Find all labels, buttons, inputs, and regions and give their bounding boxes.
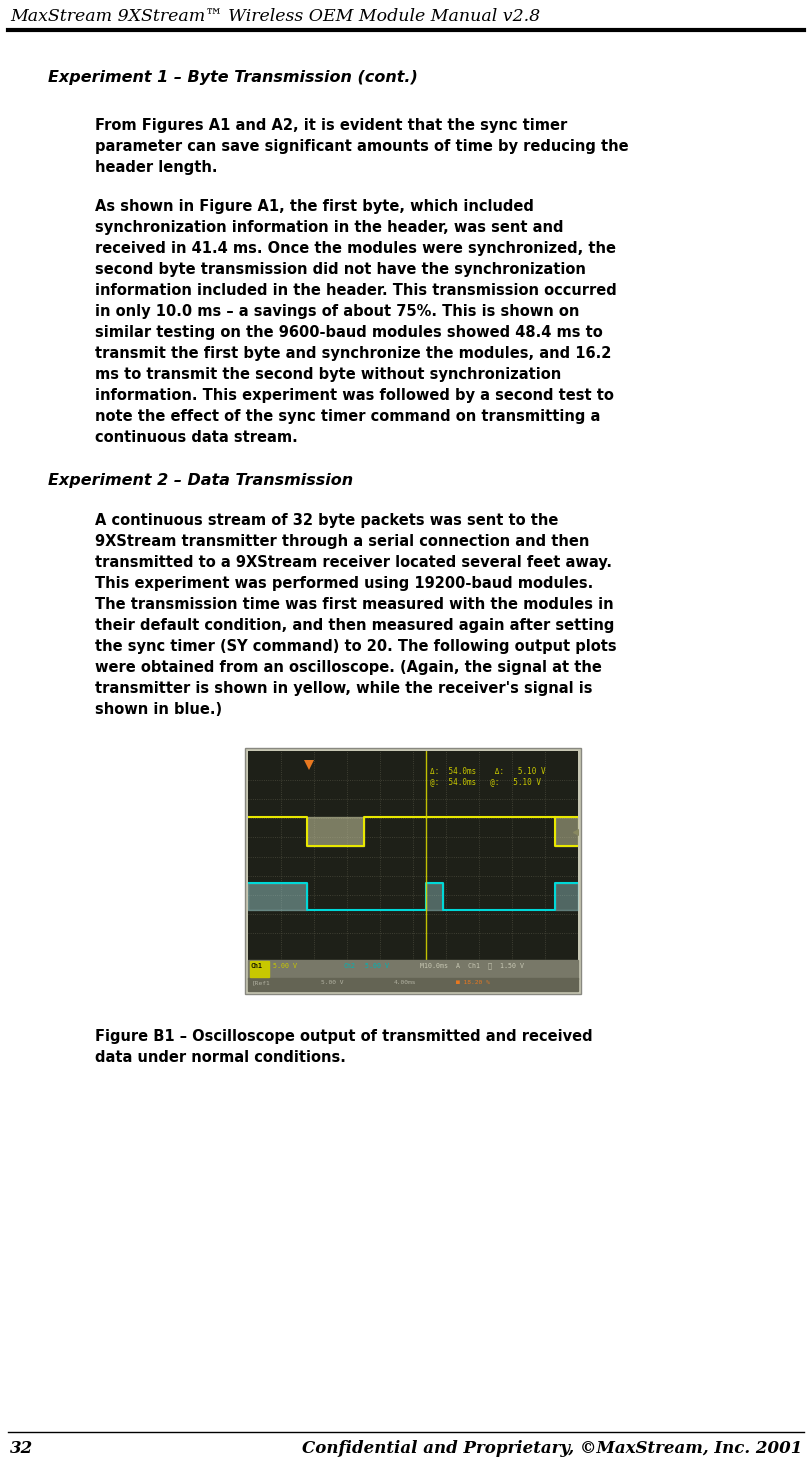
Text: synchronization information in the header, was sent and: synchronization information in the heade… [95,219,563,236]
Text: information. This experiment was followed by a second test to: information. This experiment was followe… [95,388,613,402]
Text: This experiment was performed using 19200-baud modules.: This experiment was performed using 1920… [95,576,593,591]
Text: transmitted to a 9XStream receiver located several feet away.: transmitted to a 9XStream receiver locat… [95,554,611,571]
Text: Confidential and Proprietary, ©MaxStream, Inc. 2001: Confidential and Proprietary, ©MaxStream… [301,1440,801,1457]
Bar [247,977,577,990]
Text: were obtained from an oscilloscope. (Again, the signal at the: were obtained from an oscilloscope. (Aga… [95,660,601,674]
Text: Figure B1 – Oscilloscope output of transmitted and received: Figure B1 – Oscilloscope output of trans… [95,1028,592,1045]
Text: 5.00 V: 5.00 V [320,980,343,985]
Text: ■ 18.20 %: ■ 18.20 % [455,980,489,985]
Text: their default condition, and then measured again after setting: their default condition, and then measur… [95,617,614,633]
Text: @:  54.0ms   @:   5.10 V: @: 54.0ms @: 5.10 V [429,777,540,786]
Text: note the effect of the sync timer command on transmitting a: note the effect of the sync timer comman… [95,410,599,424]
Text: M10.0ms  A  Ch1  ∯  1.50 V: M10.0ms A Ch1 ∯ 1.50 V [419,963,523,969]
Text: A continuous stream of 32 byte packets was sent to the: A continuous stream of 32 byte packets w… [95,514,558,528]
Text: [Ref1: [Ref1 [251,980,270,985]
Text: MaxStream 9XStream™ Wireless OEM Module Manual v2.8: MaxStream 9XStream™ Wireless OEM Module … [10,7,539,25]
Text: transmit the first byte and synchronize the modules, and 16.2: transmit the first byte and synchronize … [95,347,611,361]
Text: Δ:  54.0ms    Δ:   5.10 V: Δ: 54.0ms Δ: 5.10 V [429,767,544,777]
Text: shown in blue.): shown in blue.) [95,702,222,717]
Text: similar testing on the 9600-baud modules showed 48.4 ms to: similar testing on the 9600-baud modules… [95,325,602,339]
Text: 5.00 V: 5.00 V [365,963,388,969]
Text: received in 41.4 ms. Once the modules were synchronized, the: received in 41.4 ms. Once the modules we… [95,241,616,256]
Text: second byte transmission did not have the synchronization: second byte transmission did not have th… [95,262,586,277]
Text: continuous data stream.: continuous data stream. [95,430,298,445]
Bar [249,961,269,977]
Text: 4.00ms: 4.00ms [393,980,415,985]
Bar [245,748,581,993]
Text: the sync timer (SY command) to 20. The following output plots: the sync timer (SY command) to 20. The f… [95,639,616,654]
Text: From Figures A1 and A2, it is evident that the sync timer: From Figures A1 and A2, it is evident th… [95,119,567,133]
Text: Ch2: Ch2 [343,963,355,969]
Text: The transmission time was first measured with the modules in: The transmission time was first measured… [95,597,613,612]
Text: data under normal conditions.: data under normal conditions. [95,1050,345,1065]
Text: 5.00 V: 5.00 V [272,963,296,969]
Text: information included in the header. This transmission occurred: information included in the header. This… [95,282,616,298]
Text: header length.: header length. [95,159,217,176]
Text: ms to transmit the second byte without synchronization: ms to transmit the second byte without s… [95,367,560,382]
Text: transmitter is shown in yellow, while the receiver's signal is: transmitter is shown in yellow, while th… [95,680,592,696]
Text: As shown in Figure A1, the first byte, which included: As shown in Figure A1, the first byte, w… [95,199,533,214]
Text: Ch1: Ch1 [251,963,262,969]
Text: 32: 32 [10,1440,33,1457]
Text: Experiment 2 – Data Transmission: Experiment 2 – Data Transmission [48,473,353,489]
Text: 9XStream transmitter through a serial connection and then: 9XStream transmitter through a serial co… [95,534,589,549]
Bar [247,960,577,979]
Text: parameter can save significant amounts of time by reducing the: parameter can save significant amounts o… [95,139,628,154]
Text: Experiment 1 – Byte Transmission (cont.): Experiment 1 – Byte Transmission (cont.) [48,70,418,85]
Text: in only 10.0 ms – a savings of about 75%. This is shown on: in only 10.0 ms – a savings of about 75%… [95,304,579,319]
